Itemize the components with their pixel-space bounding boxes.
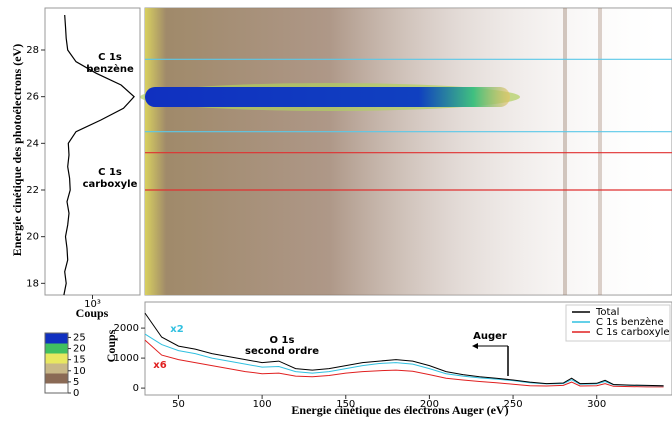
y-axis-label: Energie cinétique des photoélectrons (eV… — [10, 44, 24, 256]
y-tick-label: 2000 — [114, 323, 139, 334]
colorbar-tick-label: 20 — [73, 344, 86, 355]
y-axis-label: Coups — [104, 329, 118, 362]
annotation: x6 — [153, 360, 166, 371]
colorbar-segment — [45, 373, 68, 384]
colorbar-tick-label: 10 — [73, 366, 86, 377]
x-tick-label: 300 — [587, 399, 606, 410]
y-tick-label: 0 — [133, 383, 139, 394]
series-line — [144, 339, 664, 388]
annotation: carboxyle — [83, 179, 138, 190]
annotation: benzène — [86, 63, 134, 75]
series-line — [144, 333, 664, 387]
colorbar-segment — [45, 353, 68, 364]
colorbar-tick-label: 0 — [73, 388, 79, 399]
y-tick-label: 22 — [26, 185, 39, 196]
colorbar-segment — [45, 333, 68, 344]
plot-frame — [44, 7, 141, 296]
x-tick-label: 100 — [253, 399, 272, 410]
x-axis-label: Coups — [76, 306, 109, 320]
y-tick-label: 20 — [26, 232, 39, 243]
y-tick-label: 24 — [26, 138, 39, 149]
colorbar-tick-label: 25 — [73, 332, 86, 343]
plot-frame — [144, 301, 672, 396]
y-tick-label: 26 — [26, 92, 39, 103]
legend-label: C 1s benzène — [596, 316, 664, 328]
x-tick-label: 250 — [504, 399, 523, 410]
x-axis-label: Energie cinétique des électrons Auger (e… — [291, 403, 508, 417]
legend-label: C 1s carboxyle — [596, 327, 670, 338]
y-tick-label: 28 — [26, 45, 39, 56]
colorbar-frame — [44, 332, 69, 394]
annotation: x2 — [170, 324, 183, 335]
colorbar-segment — [45, 363, 68, 374]
x-tick-label: 150 — [336, 399, 355, 410]
series-line — [144, 312, 664, 387]
legend-label: Total — [595, 307, 619, 318]
annotation: Auger — [473, 331, 507, 342]
colorbar-segment — [45, 383, 68, 394]
y-tick-label: 1000 — [114, 353, 139, 364]
x-tick-label: 200 — [420, 399, 439, 410]
x-tick-label: 10³ — [84, 299, 101, 310]
colorbar-tick-label: 5 — [73, 377, 79, 388]
y-tick-label: 18 — [26, 278, 39, 289]
annotation: C 1s — [98, 52, 122, 63]
annotation: second ordre — [245, 346, 319, 357]
colorbar-tick-label: 15 — [73, 355, 86, 366]
heatmap-image — [140, 7, 672, 296]
annotation: O 1s — [270, 335, 295, 346]
annotation: C 1s — [98, 167, 122, 178]
profile-line — [63, 14, 135, 296]
x-tick-label: 50 — [172, 399, 185, 410]
colorbar-segment — [45, 343, 68, 354]
